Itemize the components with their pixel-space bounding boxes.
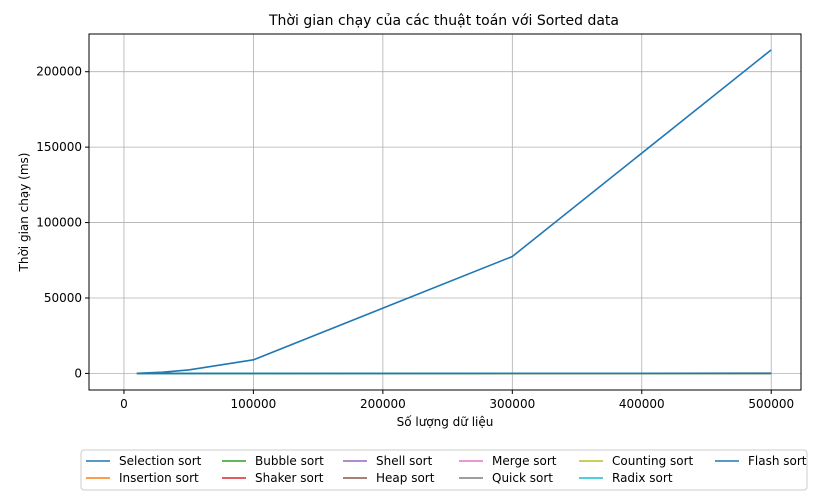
legend-label: Radix sort <box>612 471 673 485</box>
y-tick-label: 150000 <box>36 140 82 154</box>
x-axis-label: Số lượng dữ liệu <box>397 415 494 429</box>
legend-label: Flash sort <box>748 454 807 468</box>
x-tick-label: 200000 <box>360 397 406 411</box>
legend-label: Selection sort <box>119 454 202 468</box>
legend-box <box>80 449 808 491</box>
y-axis-label: Thời gian chạy (ms) <box>17 153 31 273</box>
y-ticks: 0 50000 100000 150000 200000 <box>36 65 89 380</box>
series-lines <box>136 49 772 375</box>
chart-title: Thời gian chạy của các thuật toán với So… <box>268 13 619 29</box>
legend-label: Shaker sort <box>255 471 324 485</box>
y-tick-label: 100000 <box>36 216 82 230</box>
x-ticks: 0 100000 200000 300000 400000 500000 <box>120 390 794 411</box>
legend-label: Bubble sort <box>255 454 324 468</box>
grid <box>89 34 801 390</box>
legend-label: Counting sort <box>612 454 694 468</box>
y-tick-label: 50000 <box>44 291 82 305</box>
legend-label: Heap sort <box>376 471 435 485</box>
y-tick-label: 200000 <box>36 65 82 79</box>
y-tick-label: 0 <box>74 366 82 380</box>
legend-label: Merge sort <box>492 454 557 468</box>
legend-label: Insertion sort <box>119 471 199 485</box>
x-tick-label: 500000 <box>748 397 794 411</box>
legend: Selection sort Insertion sort Bubble sort S… <box>80 449 808 491</box>
legend-label: Quick sort <box>492 471 553 485</box>
x-tick-label: 100000 <box>231 397 277 411</box>
x-tick-label: 0 <box>120 397 128 411</box>
x-tick-label: 300000 <box>489 397 535 411</box>
legend-label: Shell sort <box>376 454 433 468</box>
x-tick-label: 400000 <box>619 397 665 411</box>
plot-frame <box>88 33 802 391</box>
series-line-0 <box>136 49 772 375</box>
